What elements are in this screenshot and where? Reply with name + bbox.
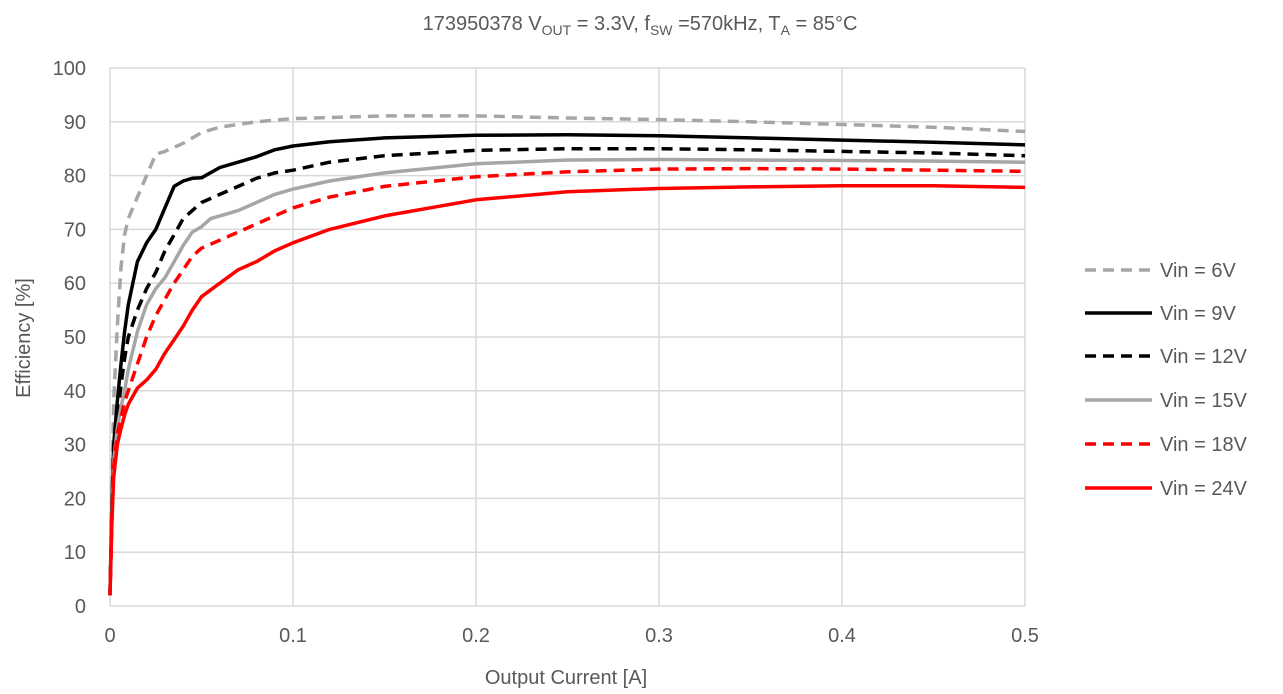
title-fsw-value: =570kHz, <box>673 13 769 35</box>
grid-lines <box>109 67 1026 607</box>
legend-label: Vin = 24V <box>1160 478 1248 500</box>
title-vout-subscript: OUT <box>542 22 572 38</box>
series-line <box>108 184 1026 596</box>
chart-title: 173950378 VOUT = 3.3V, fSW =570kHz, TA =… <box>423 13 858 38</box>
y-tick-label: 50 <box>64 327 86 349</box>
y-tick-label: 60 <box>64 273 86 295</box>
y-tick-labels: 0 10 20 30 40 50 60 70 80 90 100 <box>53 58 86 618</box>
series-line <box>108 157 1026 596</box>
series-lines <box>108 114 1026 596</box>
title-vout-symbol: V <box>528 13 542 35</box>
legend-label: Vin = 9V <box>1160 303 1236 325</box>
series-line <box>108 114 1026 596</box>
title-fsw-subscript: SW <box>650 22 673 38</box>
x-tick-label: 0.4 <box>828 625 856 647</box>
x-tick-label: 0 <box>104 625 115 647</box>
y-tick-label: 20 <box>64 488 86 510</box>
series-line <box>108 166 1026 596</box>
x-tick-label: 0.5 <box>1011 625 1039 647</box>
x-tick-label: 0.3 <box>645 625 673 647</box>
legend-label: Vin = 6V <box>1160 260 1236 282</box>
y-tick-label: 0 <box>75 596 86 618</box>
y-tick-label: 90 <box>64 112 86 134</box>
y-tick-label: 40 <box>64 381 86 403</box>
series-line <box>108 132 1026 596</box>
title-part-number: 173950378 <box>423 13 523 35</box>
series-line <box>108 146 1026 596</box>
y-tick-label: 70 <box>64 219 86 241</box>
title-ta-value: = 85°C <box>790 13 857 35</box>
x-tick-label: 0.1 <box>279 625 307 647</box>
legend-label: Vin = 15V <box>1160 390 1248 412</box>
y-tick-label: 10 <box>64 542 86 564</box>
y-axis-label: Efficiency [%] <box>13 278 35 398</box>
y-tick-label: 30 <box>64 435 86 457</box>
title-ta-subscript: A <box>781 22 791 38</box>
x-tick-labels: 0 0.1 0.2 0.3 0.4 0.5 <box>104 625 1038 647</box>
title-fsw-symbol: f <box>644 13 650 35</box>
title-vout-value: = 3.3V, <box>571 13 644 35</box>
y-tick-label: 100 <box>53 58 86 80</box>
legend: Vin = 6V Vin = 9V Vin = 12V Vin = 15V Vin = … <box>1085 260 1248 500</box>
title-ta-symbol: T <box>768 13 780 35</box>
legend-label: Vin = 18V <box>1160 434 1248 456</box>
x-tick-label: 0.2 <box>462 625 490 647</box>
y-tick-label: 80 <box>64 166 86 188</box>
legend-label: Vin = 12V <box>1160 346 1248 368</box>
x-axis-label: Output Current [A] <box>485 667 647 689</box>
